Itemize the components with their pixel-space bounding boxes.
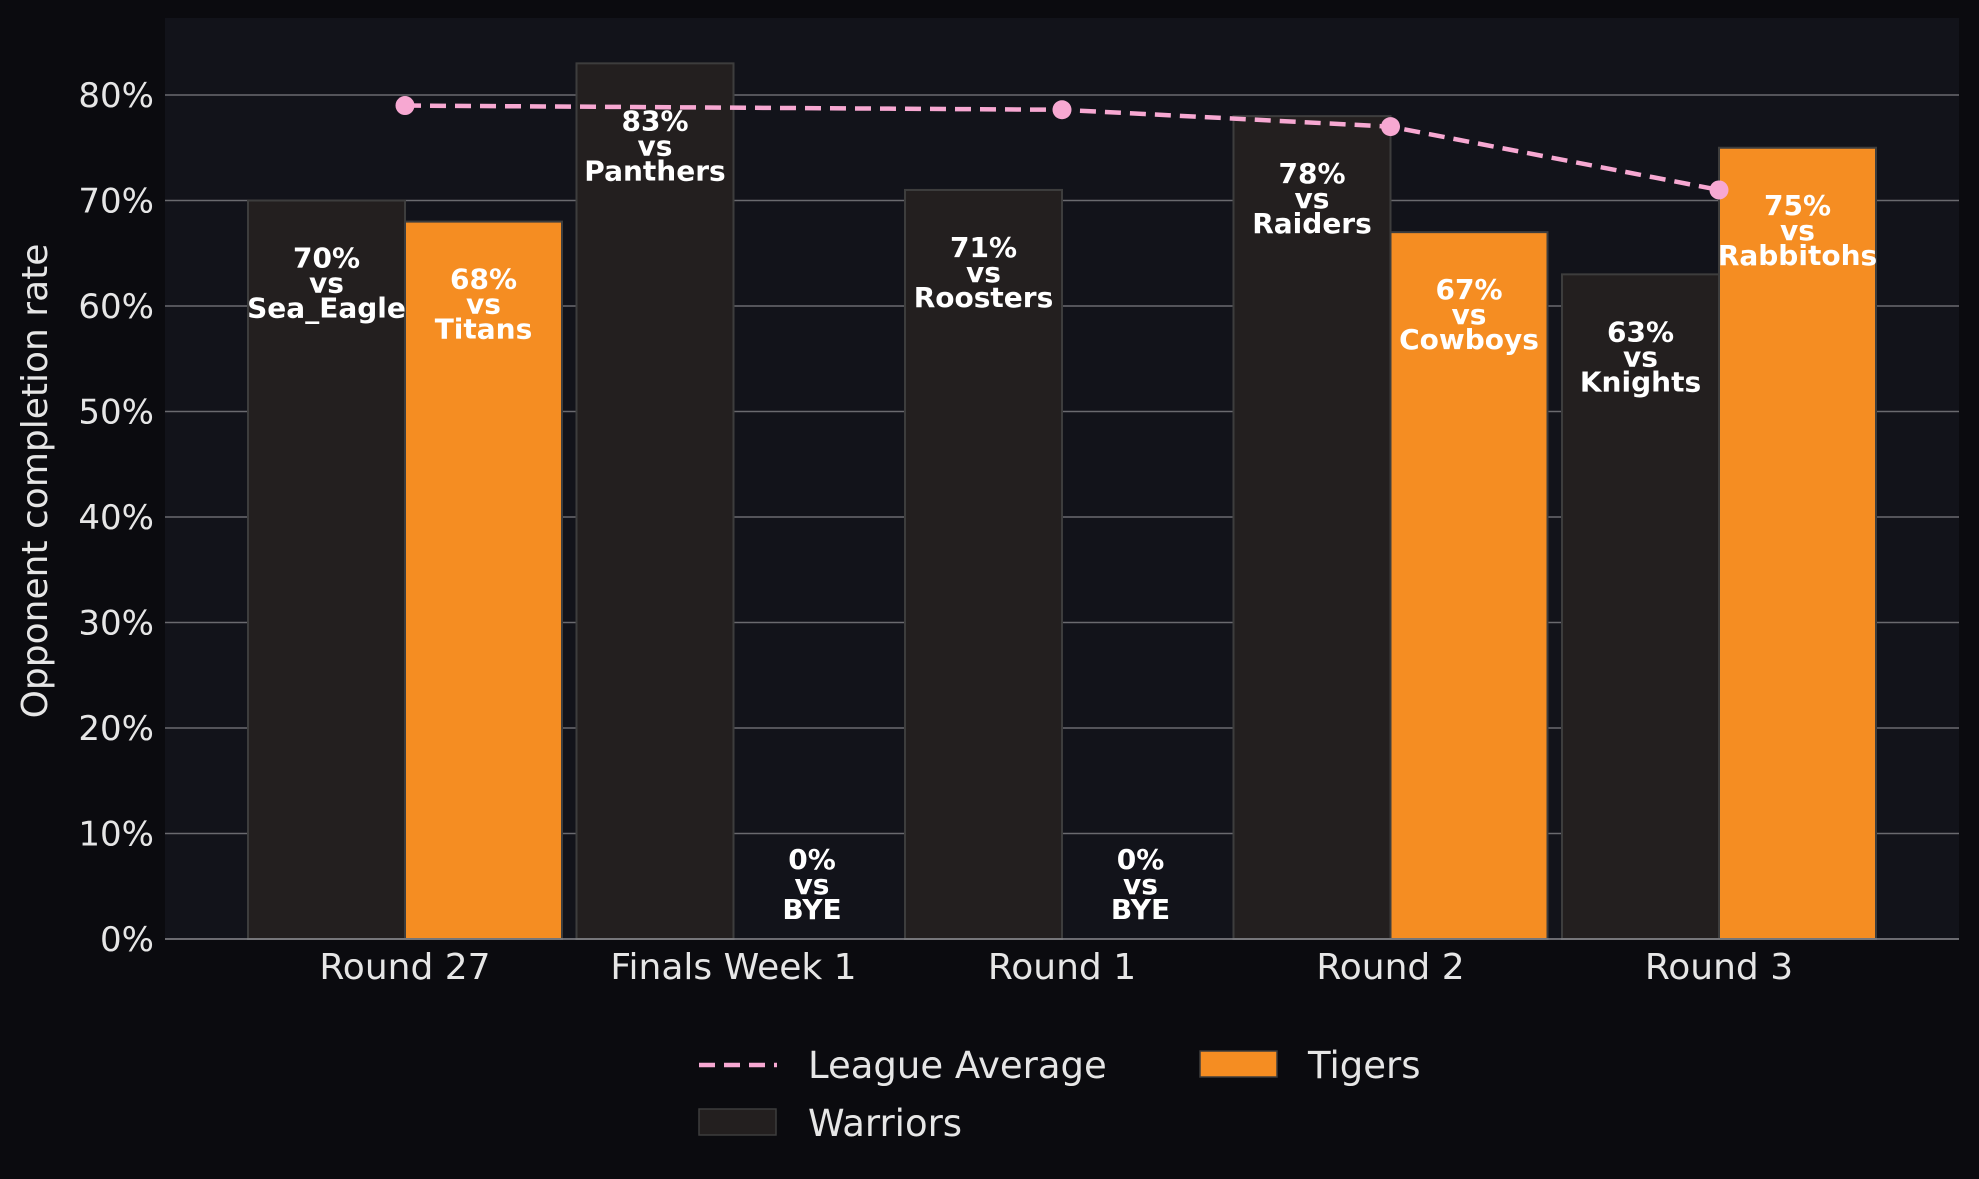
bar-value-label: BYE: [782, 893, 841, 926]
bar-value-label: Knights: [1580, 365, 1701, 398]
y-tick-label: 40%: [78, 498, 154, 538]
league-average-marker: [395, 96, 415, 116]
bar-value-label: 67%: [1435, 273, 1502, 306]
bar-value-label: Panthers: [584, 154, 725, 187]
bar-value-label: BYE: [1111, 893, 1170, 926]
y-tick-label: 0%: [100, 920, 154, 960]
legend-swatch-tigers: [1199, 1050, 1278, 1078]
y-tick-label: 10%: [78, 815, 154, 855]
x-tick-label: Finals Week 1: [610, 947, 856, 988]
bar-tigers-0: [404, 220, 563, 941]
x-tick-label: Round 2: [1316, 947, 1464, 988]
bar-labels: 70%vsSea_Eagle83%vsPanthers71%vsRoosters…: [247, 104, 1877, 926]
bar-value-label: vs: [795, 868, 830, 901]
x-tick-label: Round 27: [319, 947, 490, 988]
bar-value-label: vs: [309, 267, 344, 300]
bar-value-label: vs: [1295, 182, 1330, 215]
legend: League Average Tigers Warriors: [698, 1044, 1420, 1145]
y-tick-label: 70%: [78, 182, 154, 222]
bar-value-label: Raiders: [1252, 207, 1372, 240]
bar-warriors-0: [247, 199, 406, 940]
bar-value-label: vs: [1623, 340, 1658, 373]
y-tick-label: 20%: [78, 709, 154, 749]
bar-value-label: 75%: [1764, 189, 1831, 222]
bar-value-label: vs: [966, 256, 1001, 289]
bar-value-label: 63%: [1607, 315, 1674, 348]
bar-value-label: 71%: [950, 231, 1017, 264]
bar-value-label: Rabbitohs: [1718, 239, 1877, 272]
bar-value-label: vs: [466, 288, 501, 321]
bar-tigers-3: [1389, 231, 1549, 940]
x-tick-label: Round 3: [1645, 947, 1793, 988]
bar-warriors-1: [575, 62, 735, 941]
bar-value-label: vs: [1452, 298, 1487, 331]
bar-value-label: Cowboys: [1399, 323, 1539, 356]
bar-value-label: 0%: [788, 843, 836, 876]
bar-value-label: 83%: [621, 104, 688, 137]
y-tick-label: 80%: [78, 76, 154, 116]
y-tick-label: 60%: [78, 287, 154, 327]
y-tick-label: 30%: [78, 604, 154, 644]
legend-label-warriors: Warriors: [808, 1102, 962, 1145]
league-average-marker: [1052, 100, 1072, 120]
bar-value-label: 68%: [450, 263, 517, 296]
x-tick-label: Round 1: [988, 947, 1136, 988]
league-average-path: [404, 103, 1720, 193]
bar-value-label: vs: [1123, 868, 1158, 901]
bar-value-label: vs: [1780, 214, 1815, 247]
bar-tigers-4: [1718, 146, 1877, 940]
bar-value-label: Roosters: [914, 281, 1054, 314]
y-axis-title: Opponent completion rate: [15, 244, 56, 719]
bar-value-label: Sea_Eagle: [247, 292, 406, 325]
bars: [247, 62, 1877, 941]
bar-value-label: 78%: [1278, 157, 1345, 190]
legend-label-tigers: Tigers: [1307, 1044, 1420, 1087]
y-tick-label: 50%: [78, 393, 154, 433]
bar-value-label: vs: [638, 129, 673, 162]
bar-value-label: 70%: [293, 242, 360, 275]
legend-swatch-warriors: [698, 1108, 777, 1136]
league-average-marker: [1381, 117, 1400, 137]
axes: 0% 10% 20% 30% 40% 50% 60% 70% 80% Round 27 Finals…: [78, 76, 1959, 988]
bar-warriors-3: [1232, 115, 1392, 941]
legend-label-league-average: League Average: [808, 1044, 1107, 1087]
bar-warriors-2: [904, 188, 1063, 940]
league-average-marker: [1709, 180, 1729, 200]
bar-value-label: Titans: [435, 313, 533, 346]
bar-value-label: 0%: [1117, 843, 1165, 876]
league-average-line: [395, 96, 1729, 200]
bar-warriors-4: [1561, 273, 1720, 941]
